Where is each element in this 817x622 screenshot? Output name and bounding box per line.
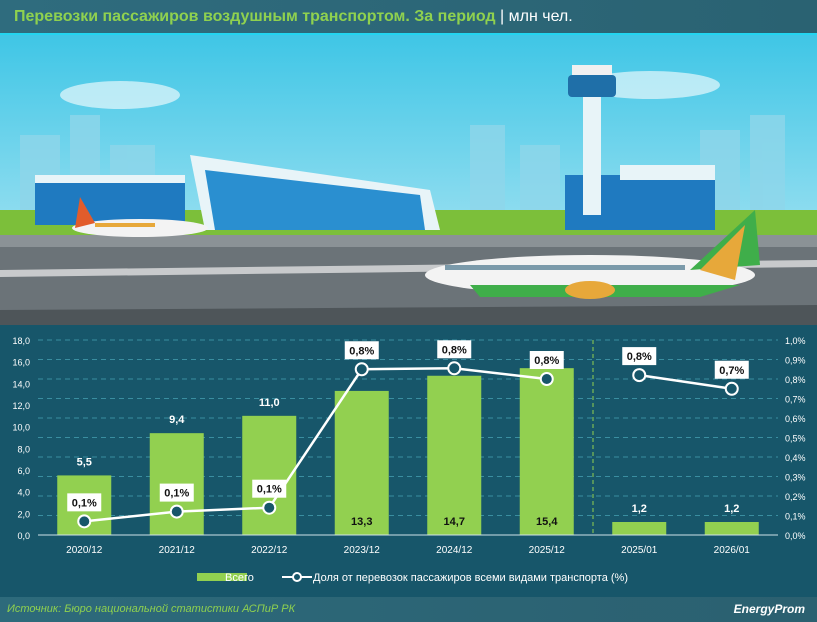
share-value-label: 0,8%: [349, 345, 374, 357]
right-axis-tick: 0,6%: [785, 414, 806, 424]
bar: [334, 390, 389, 535]
x-axis-tick: 2020/12: [66, 545, 103, 556]
share-line: [639, 373, 732, 390]
legend-swatch-bars: [197, 573, 247, 581]
left-axis-tick: 0,0: [17, 531, 30, 541]
left-axis-tick: 2,0: [17, 509, 30, 519]
right-axis-tick: 0,0%: [785, 531, 806, 541]
bar: [242, 415, 297, 535]
left-axis-tick: 12,0: [12, 401, 30, 411]
left-axis-tick: 18,0: [12, 336, 30, 346]
right-axis-tick: 0,9%: [785, 356, 806, 366]
source-note: Источник: Бюро национальной статистики А…: [7, 603, 296, 615]
x-axis-tick: 2021/12: [159, 545, 196, 556]
share-point: [632, 368, 647, 383]
left-axis-tick: 14,0: [12, 379, 30, 389]
left-axis-tick: 16,0: [12, 358, 30, 368]
share-value-label: 0,1%: [257, 484, 282, 496]
share-label-box: [344, 341, 379, 360]
share-point: [447, 361, 462, 376]
share-value-label: 0,1%: [72, 497, 97, 509]
x-axis-tick: 2026/01: [714, 545, 751, 556]
bar: [612, 522, 667, 535]
bar-value-label: 13,3: [351, 516, 372, 528]
x-axis-tick: 2024/12: [436, 545, 473, 556]
right-axis-tick: 0,3%: [785, 473, 806, 483]
bar: [427, 375, 482, 535]
share-value-label: 0,7%: [719, 365, 744, 377]
share-point: [77, 514, 92, 529]
share-label-box: [67, 493, 102, 512]
share-line: [84, 367, 547, 523]
bar-value-label: 5,5: [77, 456, 92, 468]
left-axis-tick: 4,0: [17, 488, 30, 498]
share-point: [262, 500, 277, 515]
chart-area: 5,5 9,4 11,0 13,3 14,7 15,4 1,2 1,2 0,1% 0,1% 0,1%…: [12, 336, 806, 584]
share-value-label: 0,1%: [164, 488, 189, 500]
bar-value-label: 9,4: [169, 414, 185, 426]
airport-illustration: [0, 35, 817, 325]
share-point: [169, 504, 184, 519]
left-axis-tick: 8,0: [17, 444, 30, 454]
bar: [519, 368, 574, 535]
bar: [704, 522, 759, 535]
legend-label-bars: Всего: [225, 572, 254, 584]
title-text: Перевозки пассажиров воздушным транспорт…: [14, 8, 496, 25]
footer: Источник: Бюро национальной статистики А…: [0, 597, 817, 622]
legend: Всего Доля от перевозок пассажиров всеми…: [197, 572, 628, 584]
share-label-box: [529, 351, 564, 369]
share-label-box: [159, 483, 194, 502]
large-airplane: [425, 210, 760, 299]
bar-value-label: 1,2: [724, 503, 739, 515]
legend-label-line: Доля от перевозок пассажиров всеми видам…: [313, 572, 628, 584]
energyprom-logo: EnergyProm: [733, 602, 805, 616]
share-point: [354, 362, 369, 377]
legend-marker: [292, 572, 302, 582]
bar-value-label: 1,2: [632, 503, 647, 515]
x-axis-tick: 2025/12: [529, 545, 566, 556]
left-axis-tick: 10,0: [12, 423, 30, 433]
share-label-box: [714, 360, 749, 379]
x-axis-tick: 2023/12: [344, 545, 381, 556]
bar-value-label: 11,0: [259, 397, 280, 409]
share-label-box: [437, 340, 472, 359]
chart-title: Перевозки пассажиров воздушным транспорт…: [14, 8, 573, 25]
right-axis-tick: 0,1%: [785, 512, 806, 522]
small-airplane: [72, 197, 208, 237]
bar-value-label: 15,4: [536, 516, 558, 528]
right-axis-tick: 1,0%: [785, 336, 806, 346]
right-axis-tick: 0,4%: [785, 453, 806, 463]
bar-value-label: 14,7: [444, 516, 465, 528]
share-label-box: [252, 479, 287, 498]
share-label-box: [622, 347, 657, 366]
chart-title-bar: Перевозки пассажиров воздушным транспорт…: [0, 0, 817, 35]
share-value-label: 0,8%: [627, 351, 652, 363]
x-axis-tick: 2022/12: [251, 545, 288, 556]
right-axis-tick: 0,7%: [785, 395, 806, 405]
share-value-label: 0,8%: [442, 344, 467, 356]
right-axis-tick: 0,8%: [785, 375, 806, 385]
left-axis-tick: 6,0: [17, 466, 30, 476]
x-axis-tick: 2025/01: [621, 545, 658, 556]
right-axis-tick: 0,5%: [785, 434, 806, 444]
right-axis-tick: 0,2%: [785, 492, 806, 502]
share-point: [724, 381, 739, 396]
title-unit: млн чел.: [508, 8, 573, 25]
share-point: [539, 372, 554, 386]
share-value-label: 0,8%: [534, 355, 559, 367]
